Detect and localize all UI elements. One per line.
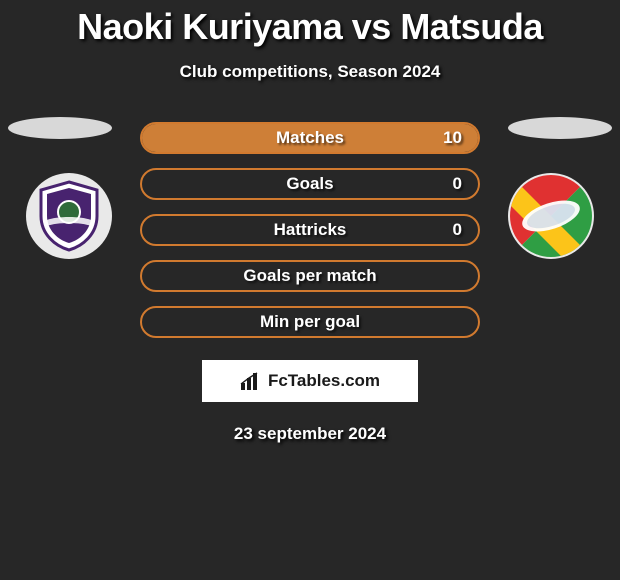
bars-icon: [240, 371, 262, 391]
stat-pill: Matches 10: [140, 122, 480, 154]
tricolor-icon: [510, 175, 592, 257]
stat-label: Goals per match: [243, 266, 376, 286]
stat-value: 0: [453, 174, 462, 194]
date-label: 23 september 2024: [0, 424, 620, 444]
club-badge-right: [502, 172, 600, 260]
page-subtitle: Club competitions, Season 2024: [0, 62, 620, 82]
fctables-branding: FcTables.com: [202, 360, 418, 402]
stat-value: 0: [453, 220, 462, 240]
stat-pill: Goals per match: [140, 260, 480, 292]
fctables-label: FcTables.com: [268, 371, 380, 391]
club-badge-left: [20, 172, 118, 260]
stat-label: Min per goal: [260, 312, 360, 332]
stat-label: Matches: [276, 128, 344, 148]
stat-label: Hattricks: [274, 220, 347, 240]
stat-pill: Min per goal: [140, 306, 480, 338]
stat-label: Goals: [286, 174, 333, 194]
stats-list: Matches 10 Goals 0 Hattricks 0 Goals per match…: [140, 122, 480, 338]
comparison-area: Matches 10 Goals 0 Hattricks 0 Goals per match…: [0, 122, 620, 444]
player-right-placeholder: [508, 117, 612, 139]
shield-icon: [37, 180, 101, 252]
stat-pill: Goals 0: [140, 168, 480, 200]
club-shield-right: [508, 173, 594, 259]
stat-pill: Hattricks 0: [140, 214, 480, 246]
stat-value: 10: [443, 128, 462, 148]
player-left-placeholder: [8, 117, 112, 139]
club-shield-left: [26, 173, 112, 259]
page-title: Naoki Kuriyama vs Matsuda: [0, 0, 620, 48]
